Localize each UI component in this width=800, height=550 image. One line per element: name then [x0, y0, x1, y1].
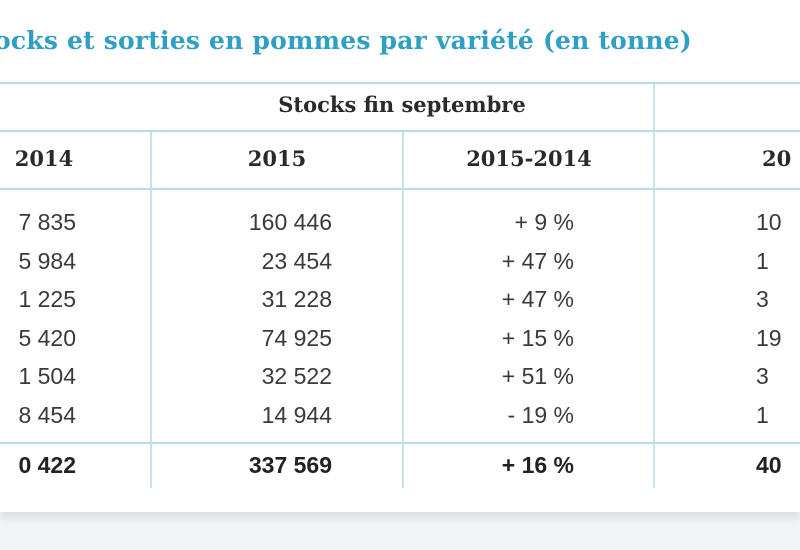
title-rule: [0, 82, 800, 84]
column-divider: [402, 132, 404, 488]
cell-next: 3: [756, 286, 769, 312]
cell-2015: 31 228: [261, 286, 332, 312]
column-divider: [150, 132, 152, 488]
cell-2014: 1 225: [18, 286, 76, 312]
cell-diff: + 16 %: [501, 452, 574, 478]
cell-diff: + 47 %: [501, 286, 574, 312]
group-header: Stocks fin septembre: [278, 92, 526, 117]
cell-2015: 23 454: [261, 247, 332, 274]
cell-2014: 7 835: [18, 209, 76, 235]
cell-2015: 74 925: [261, 324, 332, 351]
cell-next: 1: [756, 247, 769, 274]
cell-2014: 8 454: [18, 401, 76, 428]
cell-diff: + 15 %: [501, 324, 574, 351]
cell-2014: 0 422: [18, 452, 76, 478]
column-header-2015: 2015: [247, 146, 307, 171]
cell-next: 40: [756, 452, 782, 478]
cell-diff: - 19 %: [507, 401, 574, 428]
cell-next: 3: [756, 363, 769, 389]
total-rule: [0, 442, 800, 444]
column-header-diff: 2015-2014: [466, 146, 592, 171]
cell-2014: 5 984: [18, 247, 76, 274]
cell-next: 1: [756, 401, 769, 428]
table-title: ocks et sorties en pommes par variété (e…: [0, 26, 692, 55]
cell-2015: 14 944: [261, 401, 332, 428]
column-divider: [653, 84, 655, 488]
cell-next: 10: [756, 209, 782, 235]
cell-2014: 5 420: [18, 324, 76, 351]
column-header-2014: 2014: [14, 146, 74, 171]
group-rule: [0, 130, 800, 132]
cell-2015: 337 569: [248, 452, 332, 478]
header-rule: [0, 188, 800, 190]
cell-diff: + 47 %: [501, 247, 574, 274]
cell-2014: 1 504: [18, 363, 76, 389]
cell-diff: + 51 %: [501, 363, 574, 389]
cell-2015: 32 522: [261, 363, 332, 389]
cell-diff: + 9 %: [514, 209, 574, 235]
cell-2015: 160 446: [248, 209, 332, 235]
table-card: ocks et sorties en pommes par variété (e…: [0, 0, 800, 512]
column-header-next: 20: [762, 146, 792, 171]
cell-next: 19: [756, 324, 782, 351]
